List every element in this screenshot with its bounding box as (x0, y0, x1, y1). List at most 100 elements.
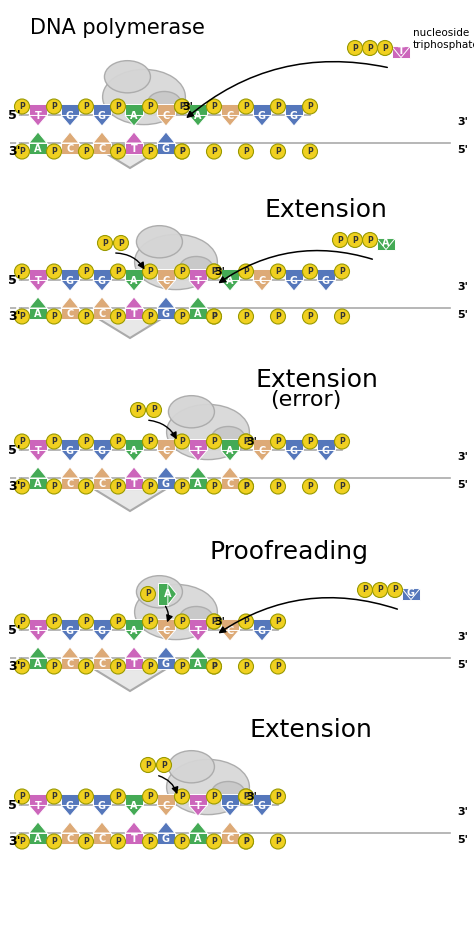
FancyBboxPatch shape (157, 308, 175, 319)
Text: P: P (83, 792, 89, 801)
Polygon shape (221, 822, 239, 833)
Polygon shape (29, 467, 47, 478)
Text: P: P (179, 617, 185, 626)
Polygon shape (93, 281, 111, 291)
Ellipse shape (137, 575, 182, 608)
Text: 3': 3' (214, 267, 225, 277)
Text: G: G (162, 479, 170, 489)
Text: P: P (147, 662, 153, 671)
Text: P: P (179, 147, 185, 156)
Text: P: P (145, 760, 151, 770)
Circle shape (271, 264, 285, 279)
FancyBboxPatch shape (125, 269, 143, 281)
Polygon shape (189, 297, 207, 308)
Text: P: P (243, 267, 249, 276)
Ellipse shape (102, 69, 185, 124)
Text: P: P (51, 617, 57, 626)
Text: P: P (147, 147, 153, 156)
Text: 3': 3' (457, 282, 468, 292)
Circle shape (271, 479, 285, 494)
Ellipse shape (166, 759, 249, 814)
Polygon shape (61, 116, 79, 126)
Circle shape (174, 479, 190, 494)
FancyBboxPatch shape (157, 658, 175, 669)
Circle shape (110, 99, 126, 114)
Polygon shape (29, 116, 47, 126)
Polygon shape (61, 822, 79, 833)
Circle shape (335, 264, 349, 279)
Circle shape (46, 309, 62, 324)
Circle shape (79, 264, 93, 279)
Circle shape (207, 309, 221, 324)
Circle shape (46, 834, 62, 849)
Ellipse shape (180, 607, 212, 627)
Text: P: P (118, 239, 124, 247)
Ellipse shape (212, 781, 244, 802)
Circle shape (238, 264, 254, 279)
Text: P: P (352, 44, 358, 52)
Polygon shape (94, 146, 166, 168)
FancyBboxPatch shape (317, 439, 335, 450)
FancyBboxPatch shape (285, 269, 303, 281)
Text: P: P (307, 147, 313, 156)
Text: T: T (35, 626, 41, 636)
Circle shape (174, 99, 190, 114)
Text: P: P (243, 102, 249, 111)
Circle shape (335, 434, 349, 449)
Circle shape (110, 479, 126, 494)
FancyBboxPatch shape (29, 143, 47, 155)
Polygon shape (253, 806, 271, 816)
Polygon shape (189, 806, 207, 816)
Text: P: P (243, 482, 249, 491)
Text: G: G (98, 276, 106, 286)
Circle shape (143, 479, 157, 494)
Text: C: C (66, 144, 73, 154)
Polygon shape (61, 806, 79, 816)
FancyBboxPatch shape (253, 794, 271, 806)
Text: P: P (307, 312, 313, 321)
Text: G: G (322, 276, 330, 286)
Ellipse shape (104, 61, 150, 93)
Polygon shape (157, 132, 175, 143)
Text: P: P (19, 102, 25, 111)
Text: P: P (51, 662, 57, 671)
Ellipse shape (168, 751, 214, 783)
Polygon shape (29, 647, 47, 658)
Text: Extension: Extension (250, 718, 373, 742)
Polygon shape (93, 467, 111, 478)
Polygon shape (29, 132, 47, 143)
FancyBboxPatch shape (61, 658, 79, 669)
Circle shape (207, 659, 221, 674)
Text: P: P (51, 482, 57, 491)
Text: 3': 3' (8, 480, 21, 493)
Circle shape (110, 434, 126, 449)
FancyBboxPatch shape (157, 794, 175, 806)
FancyBboxPatch shape (317, 269, 335, 281)
Text: 3': 3' (457, 452, 468, 462)
Circle shape (174, 789, 190, 804)
FancyBboxPatch shape (221, 833, 239, 845)
Text: P: P (211, 617, 217, 626)
Circle shape (238, 434, 254, 449)
Text: Extension: Extension (265, 198, 388, 222)
Text: 5': 5' (8, 624, 21, 637)
Text: P: P (211, 662, 217, 671)
Polygon shape (168, 583, 176, 605)
Circle shape (271, 789, 285, 804)
Text: C: C (227, 111, 234, 121)
Circle shape (130, 403, 146, 417)
Polygon shape (94, 669, 166, 691)
Text: 5': 5' (457, 660, 468, 670)
Polygon shape (189, 822, 207, 833)
Circle shape (363, 232, 377, 247)
Polygon shape (110, 668, 150, 669)
Text: 3': 3' (246, 792, 257, 802)
Text: P: P (83, 482, 89, 491)
Circle shape (15, 309, 29, 324)
Text: A: A (130, 626, 138, 636)
FancyBboxPatch shape (157, 269, 175, 281)
Circle shape (79, 659, 93, 674)
Circle shape (98, 235, 112, 250)
FancyBboxPatch shape (189, 478, 207, 489)
Text: C: C (66, 833, 73, 844)
